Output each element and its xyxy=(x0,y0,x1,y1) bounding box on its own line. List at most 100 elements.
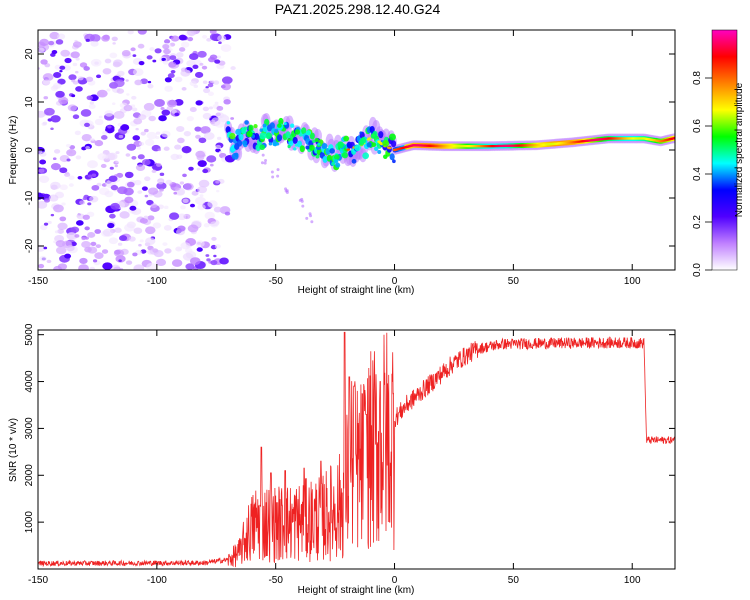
noise-blob xyxy=(60,49,70,57)
branch-blob xyxy=(276,168,280,172)
snr-x-tick-label: 50 xyxy=(508,575,520,586)
noise-blob xyxy=(181,87,187,91)
ridge-highlight xyxy=(382,140,390,147)
noise-blob xyxy=(202,168,209,174)
noise-blob xyxy=(65,143,71,148)
noise-blob xyxy=(52,157,57,160)
ridge-highlight xyxy=(373,146,379,151)
noise-blob xyxy=(109,52,118,59)
ridge-highlight xyxy=(359,137,367,144)
ridge-highlight xyxy=(268,142,273,146)
noise-blob xyxy=(50,181,61,190)
noise-blob xyxy=(174,76,183,83)
noise-blob xyxy=(187,224,199,233)
noise-blob xyxy=(75,86,83,92)
noise-blob xyxy=(174,112,180,117)
noise-blob xyxy=(38,192,44,200)
ridge-highlight xyxy=(293,147,297,151)
branch-blob xyxy=(309,214,313,218)
noise-blob xyxy=(115,255,126,263)
noise-blob xyxy=(85,145,91,150)
noise-blob xyxy=(176,52,184,58)
ridge-highlight xyxy=(383,154,388,159)
noise-blob xyxy=(160,107,165,111)
noise-blob xyxy=(102,68,112,75)
spectrogram-x-tick-label: -50 xyxy=(268,276,283,287)
noise-blob xyxy=(139,217,148,224)
noise-blob xyxy=(189,80,197,87)
noise-blob xyxy=(170,153,180,161)
noise-blob xyxy=(43,222,49,226)
noise-blob xyxy=(163,39,171,44)
ridge-highlight xyxy=(377,150,382,154)
snr-x-label: Height of straight line (km) xyxy=(298,585,415,596)
noise-blob xyxy=(118,259,122,262)
ridge-highlight xyxy=(341,152,349,159)
noise-blob xyxy=(116,88,125,94)
noise-blob xyxy=(72,41,82,48)
noise-blob xyxy=(174,144,182,150)
snr-y-ticks: 1000 2000 3000 4000 5000 xyxy=(24,323,675,533)
branch-blob xyxy=(310,220,314,224)
ridge-highlight xyxy=(362,152,369,160)
ridge-highlight xyxy=(351,158,357,164)
snr-x-tick-label: -50 xyxy=(268,575,283,586)
noise-blob xyxy=(213,80,220,85)
noise-blob xyxy=(196,154,205,161)
noise-blob xyxy=(217,35,227,42)
noise-blob xyxy=(163,205,169,210)
noise-blob xyxy=(213,206,222,213)
snr-series-line xyxy=(38,331,675,568)
noise-blob xyxy=(135,127,139,131)
noise-blob xyxy=(126,93,130,96)
noise-blob xyxy=(216,55,221,59)
noise-blob xyxy=(209,163,214,167)
noise-blob xyxy=(218,150,223,154)
noise-blob xyxy=(95,244,101,249)
noise-blob xyxy=(90,241,97,246)
noise-blob xyxy=(207,91,214,97)
noise-blob xyxy=(169,48,173,51)
ridge-highlight xyxy=(287,144,291,149)
noise-blob xyxy=(159,172,165,176)
noise-blob xyxy=(72,114,80,120)
ridge-body xyxy=(248,124,254,132)
noise-blob xyxy=(75,155,82,160)
noise-blob xyxy=(180,41,190,48)
noise-blob xyxy=(177,225,186,232)
ridge-body xyxy=(269,122,275,130)
noise-blob xyxy=(132,68,144,77)
noise-blob xyxy=(221,113,227,118)
noise-blob xyxy=(86,95,94,101)
ridge-highlight xyxy=(312,139,316,143)
noise-blob xyxy=(144,139,155,146)
noise-blob xyxy=(113,79,125,88)
noise-blob xyxy=(101,249,109,254)
noise-blob xyxy=(176,125,185,133)
noise-blob xyxy=(139,239,144,243)
noise-blob xyxy=(102,262,113,270)
noise-blob xyxy=(191,190,199,196)
spectrogram-y-ticks: -20 -10 0 10 20 xyxy=(24,48,675,253)
noise-blob xyxy=(167,73,175,79)
noise-blob xyxy=(113,59,123,67)
ridge-highlight xyxy=(253,123,258,129)
ridge-highlight xyxy=(371,142,377,148)
branch-blob xyxy=(270,170,274,174)
noise-blob xyxy=(72,80,79,85)
noise-blob xyxy=(87,232,96,238)
ridge-highlight xyxy=(317,142,321,146)
noise-blob xyxy=(112,102,116,105)
noise-blob xyxy=(81,237,86,241)
ridge-highlight xyxy=(277,123,282,128)
noise-blob xyxy=(102,155,109,160)
ridge-highlight xyxy=(226,121,230,125)
ridge-highlight xyxy=(259,144,266,151)
noise-blob xyxy=(163,48,171,55)
noise-blob xyxy=(144,194,149,198)
snr-panel: -150 -100 -50 0 50 100 1000 2000 3000 4000 5000 H… xyxy=(8,323,676,596)
noise-blob xyxy=(92,259,98,263)
noise-blob xyxy=(177,137,185,144)
noise-blob xyxy=(125,79,129,82)
ridge-core xyxy=(367,137,372,140)
